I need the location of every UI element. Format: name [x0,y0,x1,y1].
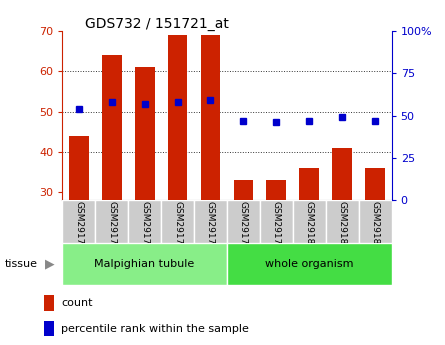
Bar [227,200,260,243]
Bar [326,200,359,243]
Text: GSM29178: GSM29178 [239,201,248,250]
Text: tissue: tissue [4,259,37,269]
Text: GSM29173: GSM29173 [74,201,83,250]
Bar [168,35,187,200]
Bar [62,200,95,243]
Text: ▶: ▶ [44,257,54,270]
Text: GSM29175: GSM29175 [140,201,149,250]
Bar [95,200,128,243]
Bar [128,200,161,243]
Text: GSM29174: GSM29174 [107,201,116,250]
Text: GSM29180: GSM29180 [305,201,314,250]
Bar [62,243,227,285]
Bar [194,200,227,243]
Bar [293,200,326,243]
Text: GSM29176: GSM29176 [173,201,182,250]
Text: GDS732 / 151721_at: GDS732 / 151721_at [85,17,228,31]
Bar [201,35,220,200]
Bar [135,67,154,200]
Bar [299,168,319,200]
Text: Malpighian tubule: Malpighian tubule [94,259,195,269]
Bar [267,180,286,200]
Text: count: count [61,298,93,308]
Bar [365,168,385,200]
Text: GSM29179: GSM29179 [272,201,281,250]
Bar [332,148,352,200]
Bar [227,243,392,285]
Bar [260,200,293,243]
Text: GSM29177: GSM29177 [206,201,215,250]
Bar [102,55,121,200]
Bar [234,180,253,200]
Text: percentile rank within the sample: percentile rank within the sample [61,324,249,334]
Text: GSM29181: GSM29181 [338,201,347,250]
Bar [44,295,54,310]
Text: GSM29182: GSM29182 [371,201,380,250]
Bar [161,200,194,243]
Bar [69,136,89,200]
Text: whole organism: whole organism [265,259,353,269]
Bar [44,321,54,336]
Bar [359,200,392,243]
